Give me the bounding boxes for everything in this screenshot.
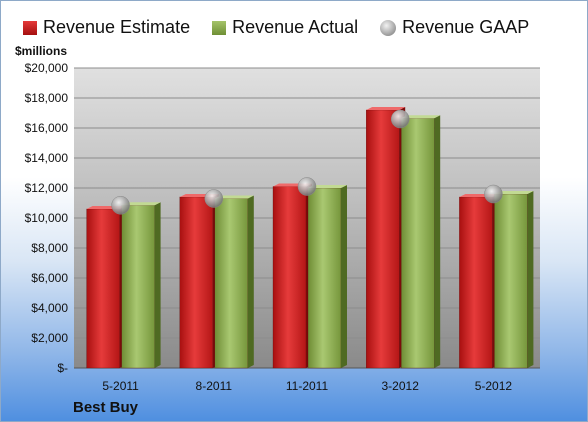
x-tick-label: 3-2012 (382, 379, 420, 393)
actual-bar-top (308, 185, 347, 188)
y-tick-label: $20,000 (25, 61, 69, 75)
estimate-bar-front (179, 196, 213, 369)
legend-item-gaap: Revenue GAAP (380, 17, 529, 38)
actual-bar-front (307, 187, 342, 369)
gaap-marker (111, 196, 130, 215)
gaap-marker (390, 109, 410, 129)
actual-bar-top (401, 115, 441, 119)
y-tick-label: $4,000 (31, 301, 68, 315)
actual-bar-side (341, 185, 347, 368)
legend-label-estimate: Revenue Estimate (43, 17, 191, 37)
actual-bar-top (121, 202, 161, 206)
y-tick-label: $10,000 (25, 211, 69, 225)
x-tick-label: 5-2012 (475, 379, 513, 393)
y-tick-label: $- (57, 361, 68, 375)
y-tick-label: $16,000 (25, 121, 69, 135)
x-tick-label: 5-2011 (102, 379, 139, 393)
estimate-bar-front (86, 208, 120, 369)
y-axis-unit-label: $millions (15, 44, 68, 58)
estimate-bar-top (366, 107, 406, 110)
y-tick-label: $14,000 (25, 151, 69, 165)
x-axis-ticks: 5-2011 8-2011 11-2011 3-2012 5-2012 (102, 379, 512, 393)
actual-bar-side (434, 115, 441, 368)
legend-swatch-actual (212, 20, 227, 35)
gaap-marker (484, 184, 503, 204)
y-axis-ticks: $- $2,000 $4,000 $6,000 $8,000 $10,000 $12,000… (25, 61, 69, 375)
y-tick-label: $2,000 (31, 331, 68, 345)
actual-bar-front (494, 193, 528, 369)
y-tick-label: $8,000 (31, 241, 68, 255)
actual-bar-side (247, 195, 254, 368)
y-tick-label: $6,000 (31, 271, 68, 285)
y-tick-label: $18,000 (25, 91, 69, 105)
legend-swatch-estimate (23, 20, 37, 35)
actual-bar-top (214, 195, 254, 199)
actual-bar-front (401, 118, 435, 369)
x-tick-label: 11-2011 (286, 379, 329, 393)
gaap-markers (111, 109, 503, 215)
bars (86, 107, 534, 369)
legend-swatch-gaap (380, 19, 397, 36)
y-tick-label: $12,000 (25, 181, 69, 195)
actual-bar-side (154, 202, 161, 368)
estimate-bar-front (459, 196, 493, 369)
actual-bar-side (527, 191, 534, 368)
actual-bar-front (214, 198, 248, 369)
legend-label-actual: Revenue Actual (232, 17, 359, 37)
x-tick-label: 8-2011 (196, 379, 233, 393)
legend-item-actual: Revenue Actual (212, 17, 358, 38)
gaap-marker (204, 189, 224, 208)
gaap-marker (297, 177, 317, 196)
legend: Revenue Estimate Revenue Actual Revenue … (23, 17, 551, 38)
actual-bar-top (494, 191, 534, 194)
estimate-bar-front (272, 186, 307, 369)
company-label: Best Buy (73, 399, 139, 416)
actual-bar-front (121, 205, 155, 369)
legend-label-gaap: Revenue GAAP (402, 17, 530, 37)
estimate-bar-front (366, 109, 400, 369)
legend-item-estimate: Revenue Estimate (23, 17, 190, 38)
